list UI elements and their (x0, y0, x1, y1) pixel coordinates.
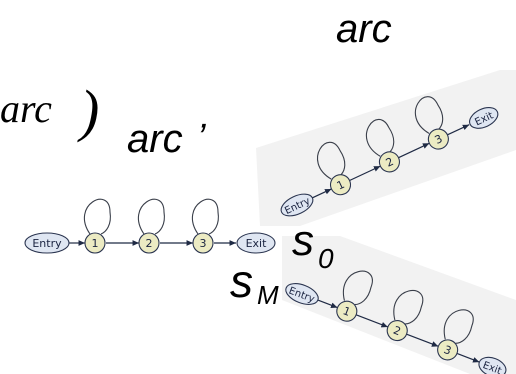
top-chain-backdrop (256, 70, 516, 226)
close-paren-label: ) (77, 78, 99, 143)
middle-state-2-label: 2 (146, 237, 153, 250)
bottom-chain: Entry 1 2 3 Exit (285, 270, 507, 374)
middle-chain: Entry 1 2 3 Exit (24, 198, 276, 254)
sM-subscript: M (257, 280, 279, 310)
bottom-edge-3-exit (456, 352, 480, 363)
arc-prime-label: arc ’ (127, 117, 206, 161)
middle-self-loop-1 (83, 198, 111, 235)
top-state-1: 1 (329, 174, 352, 196)
top-state-3-label: 3 (433, 132, 445, 147)
bottom-self-loop-3 (443, 309, 474, 344)
middle-state-2: 2 (138, 232, 160, 254)
bottom-entry-node: Entry (285, 283, 319, 305)
top-state-3: 3 (427, 128, 449, 150)
arc-prime-text: arc (127, 117, 183, 161)
s0-subscript: 0 (318, 243, 334, 274)
bottom-state-2-label: 2 (391, 324, 402, 339)
arc-prime-mark: ’ (197, 117, 206, 159)
middle-self-loop-3 (191, 198, 219, 235)
middle-state-1-label: 1 (92, 237, 99, 250)
s0-label: s 0 (292, 216, 334, 274)
middle-state-3: 3 (192, 232, 214, 254)
middle-state-1: 1 (84, 232, 106, 254)
bottom-edge-1-2 (355, 314, 389, 328)
top-edge-1-2 (349, 165, 381, 182)
middle-entry-node: Entry (24, 232, 70, 254)
bottom-chain-backdrop (282, 236, 516, 374)
bottom-state-2: 2 (386, 320, 408, 342)
top-self-loop-2 (366, 119, 395, 157)
middle-state-3-label: 3 (200, 237, 207, 250)
top-state-2: 2 (378, 151, 400, 173)
top-self-loop-1 (317, 141, 346, 180)
middle-self-loop-2 (137, 198, 165, 235)
s0-base: s (292, 216, 314, 265)
middle-entry-label: Entry (32, 237, 62, 250)
bottom-self-loop-2 (393, 290, 424, 325)
top-edge-3-exit (447, 124, 470, 136)
arc-fragment-label: arc (0, 86, 52, 131)
bottom-edge-2-3 (406, 333, 439, 347)
top-self-loop-3 (414, 96, 444, 134)
top-edge-2-3 (398, 142, 430, 159)
bottom-state-3-label: 3 (442, 343, 453, 358)
bottom-state-1: 1 (336, 300, 358, 322)
top-state-2-label: 2 (384, 155, 396, 170)
bottom-self-loop-1 (342, 270, 373, 306)
top-edge-entry-1 (312, 188, 332, 199)
bottom-edge-entry-1 (317, 299, 338, 309)
bottom-state-3: 3 (437, 339, 459, 361)
arc-top-label: arc (336, 7, 392, 51)
top-state-1-label: 1 (335, 178, 347, 193)
top-exit-node: Exit (469, 107, 499, 129)
middle-exit-label: Exit (246, 237, 268, 250)
bottom-exit-node: Exit (478, 356, 507, 374)
sM-label: s M (230, 255, 279, 310)
top-chain: Entry 1 2 3 Exit (280, 96, 499, 217)
sM-base: s (230, 255, 253, 307)
middle-exit-node: Exit (236, 232, 276, 254)
bottom-state-1-label: 1 (341, 304, 352, 319)
